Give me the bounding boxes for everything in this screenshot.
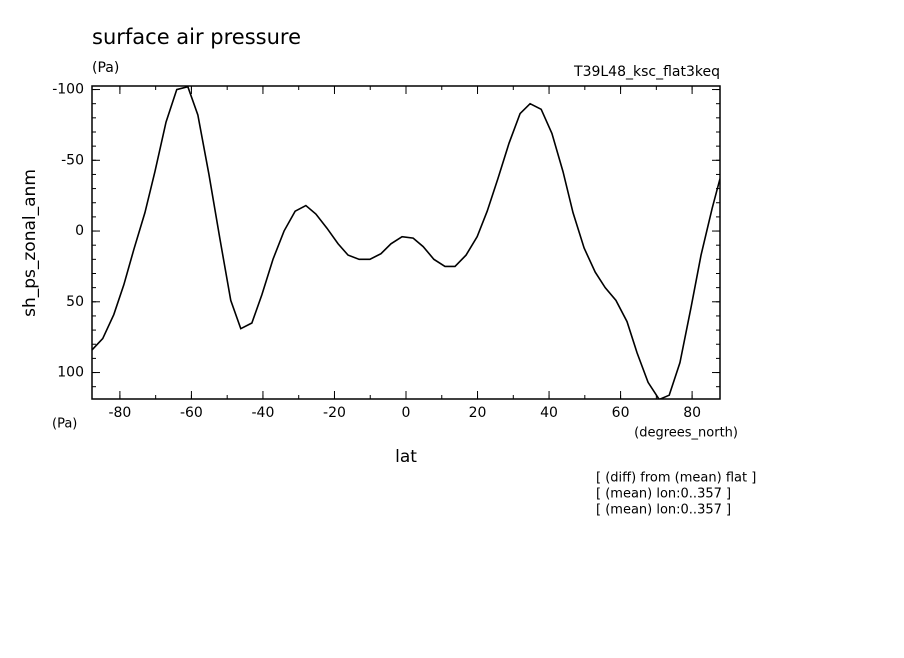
x-units: (degrees_north) [634,426,738,441]
y-units: (Pa) [52,417,77,432]
x-tick-label: -40 [252,405,275,421]
note: [ (mean) lon:0..357 ] [596,503,731,518]
units: (Pa) [92,60,119,76]
data-line [92,86,720,399]
x-axis-label: lat [395,447,417,467]
y-tick-label: 100 [57,365,84,381]
y-tick-label: 50 [66,294,84,310]
x-tick-label: -20 [323,405,346,421]
x-tick-label: 60 [612,405,630,421]
x-tick-label: 40 [540,405,558,421]
x-tick-label: 0 [402,405,411,421]
y-tick-label: -50 [61,152,84,168]
x-tick-label: 20 [469,405,487,421]
note: [ (mean) lon:0..357 ] [596,487,731,502]
y-tick-label: 0 [75,223,84,239]
x-tick-label: 80 [683,405,701,421]
y-axis-label: sh_ps_zonal_anm [20,169,40,317]
x-tick-label: -80 [108,405,131,421]
chart-title: surface air pressure [92,25,301,49]
note: [ (diff) from (mean) flat ] [596,471,756,486]
experiment: T39L48_ksc_flat3keq [573,64,720,80]
plot-frame [91,85,721,400]
x-tick-label: -60 [180,405,203,421]
y-tick-label: -100 [52,82,84,98]
